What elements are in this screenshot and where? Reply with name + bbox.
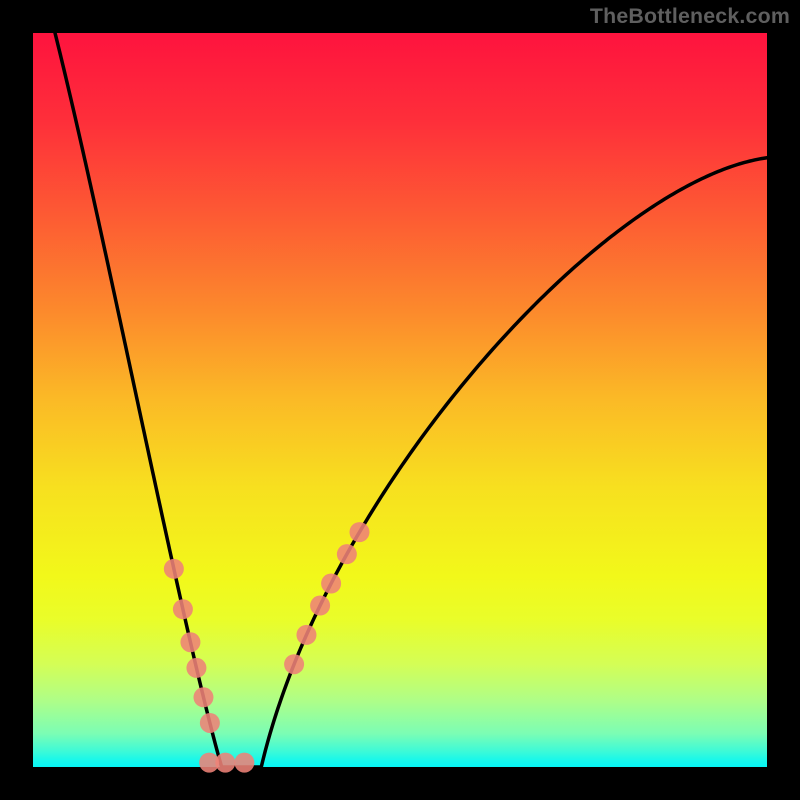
- marker-dot: [200, 713, 220, 733]
- marker-dot: [164, 559, 184, 579]
- marker-dot: [310, 596, 330, 616]
- watermark-text: TheBottleneck.com: [590, 4, 790, 29]
- marker-dot: [180, 632, 200, 652]
- marker-dot: [193, 687, 213, 707]
- marker-dot: [349, 522, 369, 542]
- marker-dot: [234, 753, 254, 773]
- plot-area: [33, 33, 767, 767]
- marker-dot: [173, 599, 193, 619]
- marker-dot: [321, 574, 341, 594]
- marker-dot: [337, 544, 357, 564]
- marker-dot: [215, 753, 235, 773]
- marker-dot: [186, 658, 206, 678]
- marker-dot: [284, 654, 304, 674]
- marker-dot: [296, 625, 316, 645]
- bottleneck-chart: [0, 0, 800, 800]
